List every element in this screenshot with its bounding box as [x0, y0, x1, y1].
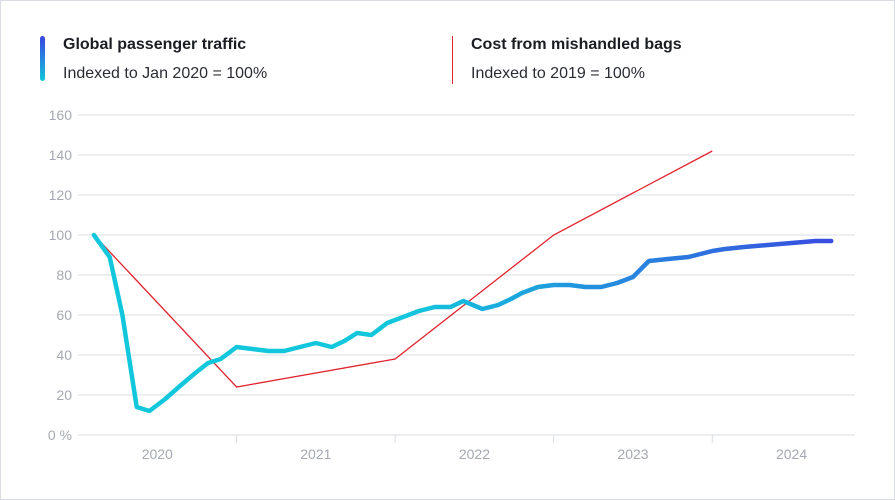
y-tick-label-40: 40	[56, 347, 72, 363]
x-tick-label-2023: 2023	[617, 446, 648, 462]
y-tick-label-0: 0 %	[48, 427, 72, 443]
y-tick-label-60: 60	[56, 307, 72, 323]
legend-bags: Cost from mishandled bags Indexed to 201…	[452, 34, 682, 85]
legend-passenger-swatch	[40, 36, 45, 81]
x-tick-label-2021: 2021	[300, 446, 331, 462]
legend-passenger: Global passenger traffic Indexed to Jan …	[40, 34, 267, 85]
legend-bags-title: Cost from mishandled bags	[471, 36, 682, 53]
series-line-mishandled-bags	[93, 150, 713, 388]
legend-passenger-title: Global passenger traffic	[63, 36, 247, 53]
legend-passenger-subtitle: Indexed to Jan 2020 = 100%	[63, 65, 268, 82]
y-tick-label-100: 100	[49, 227, 73, 243]
x-tick-label-2022: 2022	[459, 446, 490, 462]
y-tick-label-20: 20	[56, 387, 72, 403]
x-tick-label-2020: 2020	[142, 446, 173, 462]
y-tick-label-160: 160	[49, 107, 73, 123]
legend-bags-subtitle: Indexed to 2019 = 100%	[471, 65, 645, 82]
y-tick-label-120: 120	[49, 187, 73, 203]
y-tick-label-140: 140	[49, 147, 73, 163]
series-line-passenger-traffic	[91, 232, 834, 414]
x-tick-label-2024: 2024	[776, 446, 807, 462]
y-tick-label-80: 80	[56, 267, 72, 283]
legend-bags-swatch	[452, 36, 453, 84]
